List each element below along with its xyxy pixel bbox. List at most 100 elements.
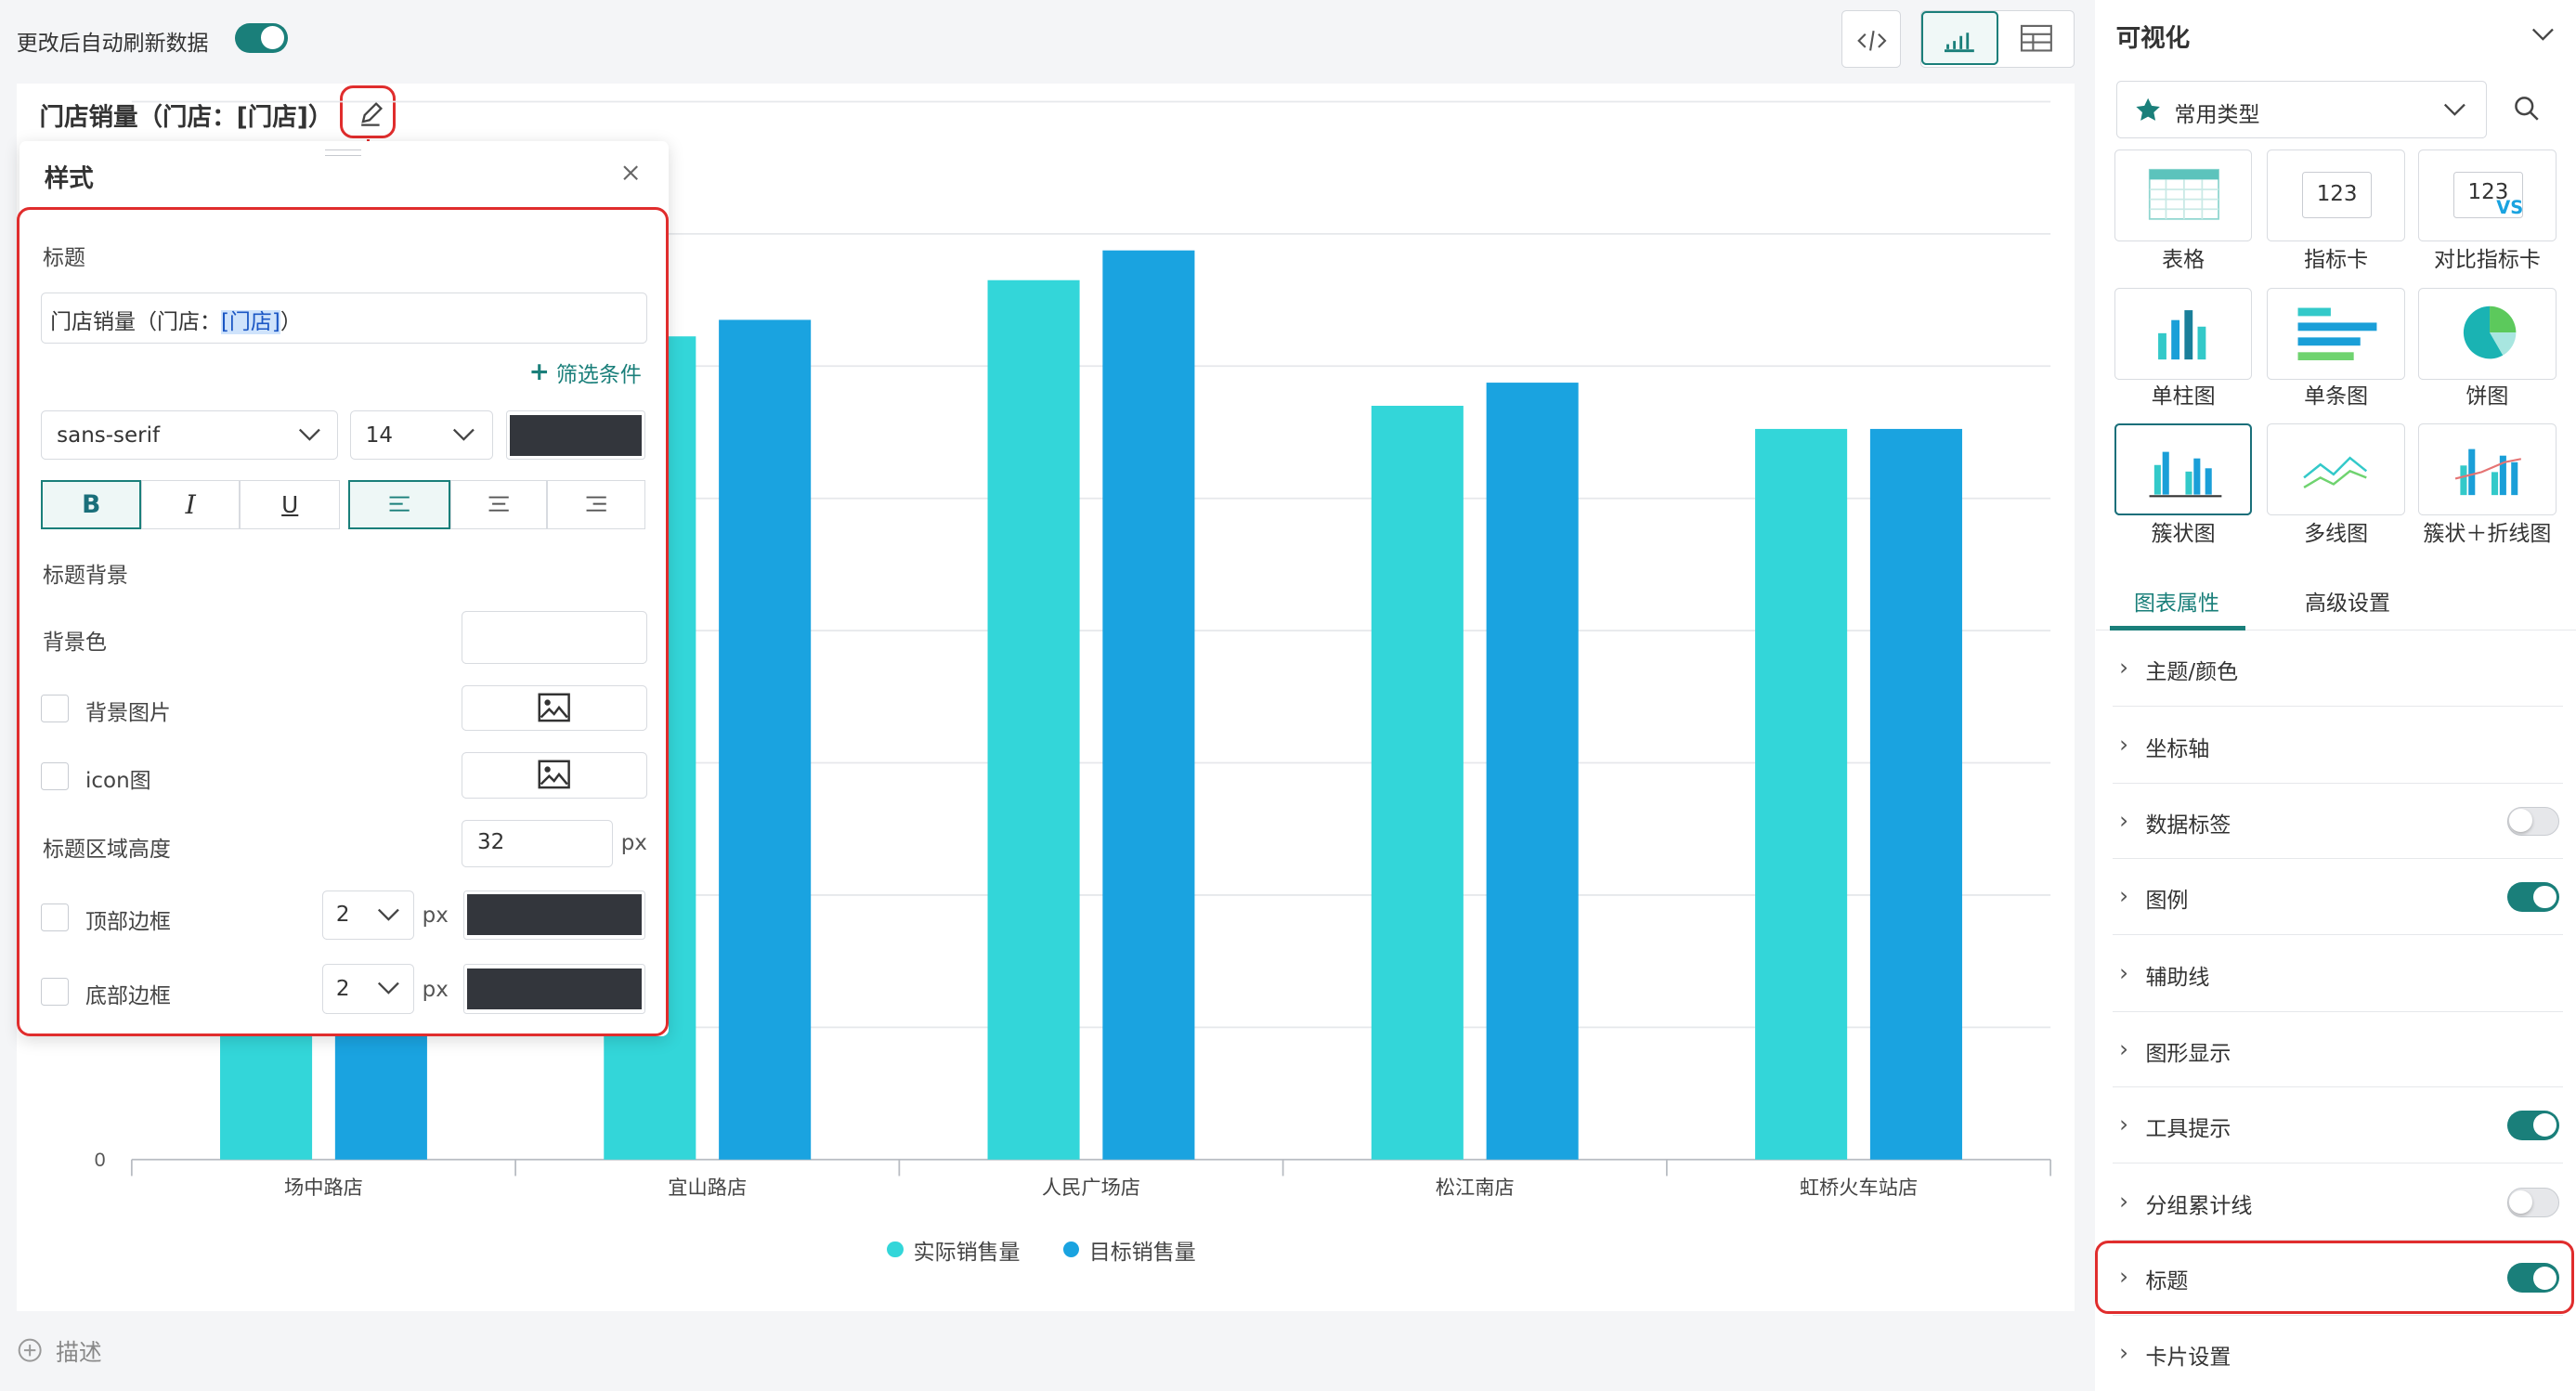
chart-type-pie[interactable] <box>2418 287 2556 380</box>
top-border-width-value: 2 <box>335 903 350 928</box>
property-label: 主题/颜色 <box>2145 660 2239 685</box>
bold-button[interactable]: B <box>41 479 142 529</box>
title-toggle[interactable] <box>2506 1263 2560 1294</box>
chart-type-clustered[interactable] <box>2114 423 2253 516</box>
filter-link[interactable]: + 筛选条件 <box>529 357 642 388</box>
bottom-border-width-select[interactable]: 2 <box>321 964 414 1014</box>
image-icon <box>539 693 571 722</box>
search-icon[interactable] <box>2512 94 2542 124</box>
property-row-group-cumulative[interactable]: › 分组累计线 <box>2113 1164 2563 1241</box>
chart-type-value: 常用类型 <box>2174 102 2260 127</box>
area-height-input[interactable]: 32 <box>462 819 613 868</box>
view-switch <box>1920 9 2075 68</box>
property-row-shape-display[interactable]: › 图形显示 <box>2113 1012 2563 1088</box>
top-border-width-select[interactable]: 2 <box>321 890 414 940</box>
legend-label-target[interactable]: 目标销售量 <box>1088 1240 1196 1265</box>
cluster-line-icon <box>2454 448 2521 496</box>
tooltip-toggle[interactable] <box>2506 1110 2560 1140</box>
title-text-input[interactable]: 门店销量（门店：[门店]） <box>41 292 648 344</box>
legend-toggle[interactable] <box>2506 882 2560 912</box>
close-button[interactable] <box>618 160 644 186</box>
chart-view-button[interactable] <box>1921 10 1999 65</box>
property-row-guides[interactable]: › 辅助线 <box>2113 936 2563 1012</box>
auto-refresh-toggle[interactable] <box>234 22 288 53</box>
font-size-select[interactable]: 14 <box>349 410 493 461</box>
align-right-button[interactable] <box>547 479 646 529</box>
property-label: 坐标轴 <box>2145 737 2210 762</box>
property-row-axis[interactable]: › 坐标轴 <box>2113 708 2563 784</box>
font-color-picker[interactable] <box>505 410 646 461</box>
bg-image-upload[interactable] <box>462 684 648 732</box>
bar-actual[interactable] <box>987 280 1080 1160</box>
title-row-highlight <box>2094 1240 2575 1315</box>
bar-target[interactable] <box>334 1014 427 1160</box>
bottom-border-color[interactable] <box>462 964 646 1014</box>
code-icon <box>1857 30 1887 51</box>
chart-type-table[interactable] <box>2114 149 2253 242</box>
chart-type-bar[interactable] <box>2267 287 2405 380</box>
chart-type-cluster-line[interactable] <box>2418 423 2556 516</box>
align-center-button[interactable] <box>449 479 548 529</box>
bar-target[interactable] <box>1102 250 1195 1160</box>
bg-image-checkbox[interactable] <box>41 695 70 723</box>
filter-link-label: 筛选条件 <box>555 362 642 387</box>
tab-chart-properties[interactable]: 图表属性 <box>2134 591 2219 616</box>
chart-type-select[interactable]: 常用类型 <box>2115 80 2488 138</box>
edit-title-button[interactable] <box>348 94 391 133</box>
legend-label-actual[interactable]: 实际销售量 <box>913 1240 1021 1265</box>
chart-type-kpi[interactable]: 123 <box>2267 149 2405 242</box>
underline-button[interactable]: U <box>240 479 341 529</box>
bar-target[interactable] <box>1486 383 1579 1160</box>
bar-actual[interactable] <box>219 1014 312 1160</box>
collapse-chevron-icon[interactable] <box>2531 26 2555 43</box>
chart-type-label: 簇状＋折线图 <box>2423 522 2552 547</box>
chevron-down-icon <box>377 982 399 995</box>
tab-advanced-settings[interactable]: 高级设置 <box>2305 591 2390 616</box>
chart-type-compare-kpi[interactable]: 123 VS <box>2418 149 2556 242</box>
font-family-value: sans-serif <box>57 422 161 448</box>
chart-type-label: 表格 <box>2162 248 2205 273</box>
font-family-select[interactable]: sans-serif <box>41 410 339 461</box>
property-row-data-labels[interactable]: › 数据标签 <box>2113 784 2563 860</box>
icon-image-checkbox[interactable] <box>41 761 70 790</box>
data-labels-toggle[interactable] <box>2506 806 2560 837</box>
table-view-button[interactable] <box>2000 11 2075 65</box>
pencil-icon <box>361 101 384 126</box>
title-background-label: 标题背景 <box>42 563 128 588</box>
bottom-border-checkbox[interactable] <box>41 977 70 1006</box>
chart-type-multiline[interactable] <box>2267 423 2405 516</box>
bg-color-label: 背景色 <box>42 630 107 656</box>
bar-target[interactable] <box>1869 429 1962 1160</box>
describe-button[interactable]: 描述 <box>17 1334 102 1368</box>
property-row-title[interactable]: › 标题 <box>2113 1241 2563 1317</box>
x-tick-label: 场中路店 <box>284 1176 363 1200</box>
icon-image-upload[interactable] <box>462 752 648 799</box>
title-input-suffix: ） <box>280 309 302 334</box>
plus-circle-icon <box>18 1339 42 1362</box>
property-row-legend[interactable]: › 图例 <box>2113 859 2563 935</box>
property-row-theme[interactable]: › 主题/颜色 <box>2113 630 2563 707</box>
group-cumulative-toggle[interactable] <box>2506 1188 2560 1217</box>
top-border-unit: px <box>422 904 449 928</box>
property-row-tooltip[interactable]: › 工具提示 <box>2113 1087 2563 1164</box>
property-row-card-settings[interactable]: › 卡片设置 <box>2113 1316 2563 1391</box>
italic-button[interactable]: I <box>141 479 241 529</box>
bar-actual[interactable] <box>1754 429 1847 1160</box>
top-border-checkbox[interactable] <box>41 904 70 932</box>
top-border-color[interactable] <box>462 890 646 940</box>
chart-type-column[interactable] <box>2114 287 2253 380</box>
bg-color-picker[interactable] <box>462 611 648 664</box>
chevron-right-icon: › <box>2119 1188 2129 1216</box>
chevron-right-icon: › <box>2119 1263 2129 1291</box>
align-center-icon <box>488 497 509 513</box>
icon-image-label: icon图 <box>85 768 151 793</box>
align-left-button[interactable] <box>348 479 450 529</box>
x-tick-label: 松江南店 <box>1435 1176 1514 1200</box>
drag-handle[interactable] <box>325 149 362 157</box>
bg-image-label: 背景图片 <box>85 701 171 726</box>
bar-actual[interactable] <box>1371 406 1464 1160</box>
property-label: 辅助线 <box>2145 966 2210 991</box>
style-popover <box>20 141 669 1037</box>
bar-target[interactable] <box>718 319 811 1160</box>
code-view-button[interactable] <box>1841 9 1901 68</box>
